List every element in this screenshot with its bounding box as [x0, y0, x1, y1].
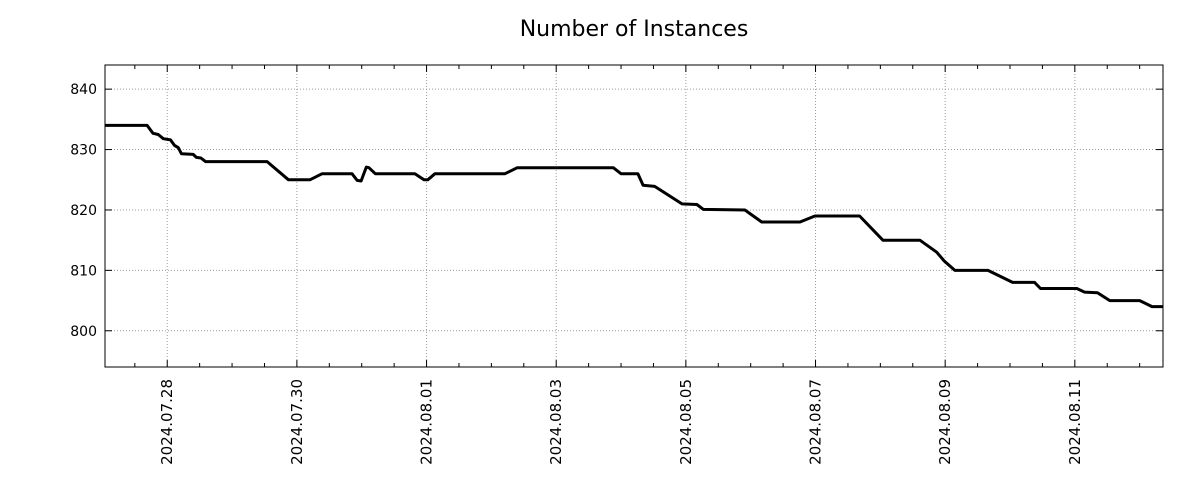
- series-line: [105, 123, 1163, 309]
- x-tick-label: 2024.08.01: [418, 379, 436, 465]
- y-tick-label: 840: [70, 82, 97, 98]
- x-tick-label: 2024.08.07: [807, 379, 825, 465]
- x-tick-label: 2024.08.09: [936, 379, 954, 465]
- y-tick-label: 810: [70, 263, 97, 279]
- plot-border: [104, 64, 1164, 368]
- chart-title: Number of Instances: [519, 17, 749, 42]
- x-tick-label: 2024.08.03: [547, 379, 565, 465]
- y-tick-label: 820: [70, 203, 97, 219]
- x-tick-label: 2024.08.05: [677, 379, 695, 465]
- y-tick-label: 830: [70, 143, 97, 159]
- x-tick-label: 2024.07.30: [288, 379, 306, 465]
- y-tick-label: 800: [70, 324, 97, 340]
- x-tick-label: 2024.07.28: [158, 379, 176, 465]
- x-tick-label: 2024.08.11: [1066, 379, 1084, 465]
